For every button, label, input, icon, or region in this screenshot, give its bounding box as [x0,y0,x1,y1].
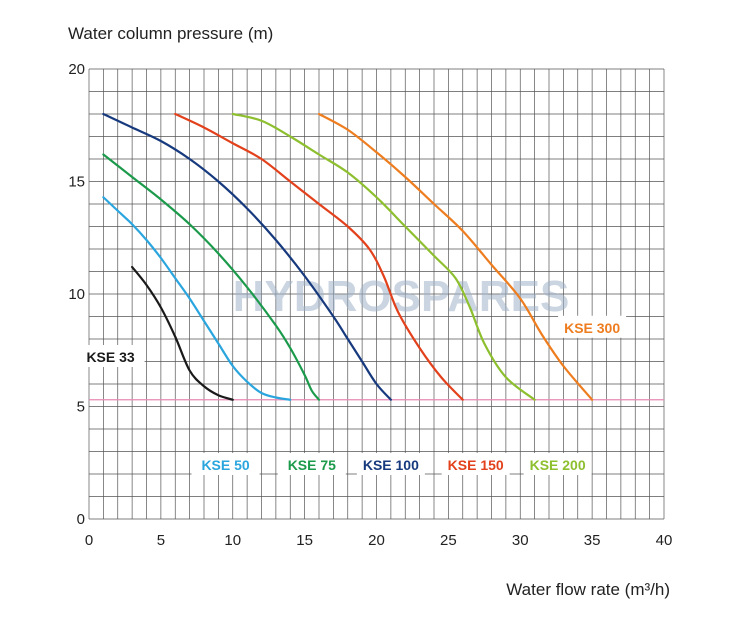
y-tick-label: 0 [77,511,85,528]
x-tick-label: 35 [584,532,601,549]
series-line-kse-200 [231,112,536,401]
y-tick-label: 10 [68,286,85,303]
series-line-kse-100 [102,112,392,401]
series-label-bg-kse-75 [277,453,346,475]
series-label-bg-kse-150 [441,453,510,475]
series-label-bg-kse-50 [191,453,260,475]
y-tick-label: 15 [68,174,85,191]
series-line-kse-50 [102,196,292,401]
y-tick-label: 5 [77,399,85,416]
series-label-kse-50: KSE 50 [201,457,249,473]
series-line-kse-300 [317,112,594,401]
watermark-text: HYDROSPARES [233,272,570,321]
series-label-bg-kse-33 [76,345,145,367]
series-label-kse-100: KSE 100 [363,457,419,473]
series-line-kse-75 [102,153,321,401]
series-line-kse-33 [131,265,234,401]
x-tick-label: 10 [224,532,241,549]
series-label-bg-kse-300 [558,315,627,338]
y-tick-label: 20 [68,61,85,78]
x-tick-label: 30 [512,532,529,549]
series-label-kse-300: KSE 300 [564,320,620,336]
series-label-bg-kse-200 [523,453,592,475]
series-label-kse-75: KSE 75 [288,457,336,473]
series-label-kse-200: KSE 200 [530,457,586,473]
y-axis-title: Water column pressure (m) [68,24,274,43]
x-tick-label: 0 [85,532,93,549]
series-label-kse-150: KSE 150 [448,457,504,473]
x-tick-label: 40 [656,532,673,549]
x-tick-label: 20 [368,532,385,549]
x-axis-title: Water flow rate (m³/h) [506,580,670,599]
series-label-bg-kse-100 [356,453,425,475]
x-tick-label: 25 [440,532,457,549]
x-tick-label: 5 [157,532,165,549]
x-tick-label: 15 [296,532,313,549]
series-label-kse-33: KSE 33 [86,349,134,365]
series-line-kse-150 [174,112,464,401]
